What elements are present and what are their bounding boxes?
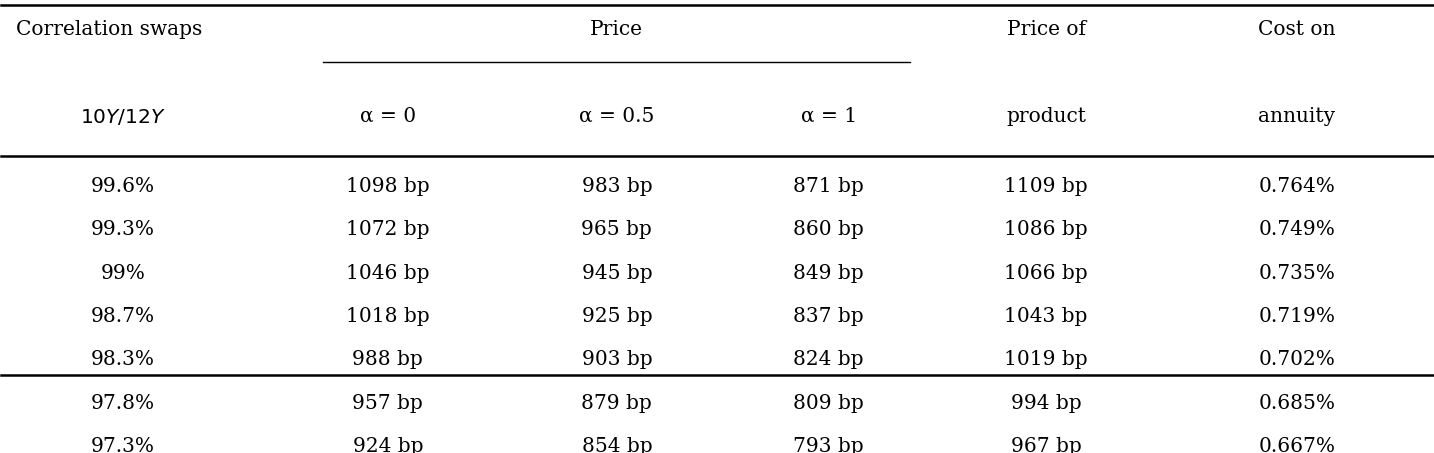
- Text: 0.667%: 0.667%: [1258, 437, 1335, 453]
- Text: Price of: Price of: [1007, 20, 1086, 39]
- Text: 99.3%: 99.3%: [90, 220, 155, 239]
- Text: 1098 bp: 1098 bp: [346, 177, 430, 196]
- Text: 0.735%: 0.735%: [1258, 264, 1335, 283]
- Text: 1066 bp: 1066 bp: [1004, 264, 1088, 283]
- Text: product: product: [1007, 107, 1086, 126]
- Text: 1018 bp: 1018 bp: [346, 307, 430, 326]
- Text: 1072 bp: 1072 bp: [346, 220, 430, 239]
- Text: 0.719%: 0.719%: [1258, 307, 1335, 326]
- Text: 925 bp: 925 bp: [582, 307, 652, 326]
- Text: 903 bp: 903 bp: [582, 350, 652, 369]
- Text: α = 1: α = 1: [800, 107, 856, 126]
- Text: 924 bp: 924 bp: [353, 437, 423, 453]
- Text: annuity: annuity: [1258, 107, 1335, 126]
- Text: α = 0: α = 0: [360, 107, 416, 126]
- Text: 983 bp: 983 bp: [582, 177, 652, 196]
- Text: 0.685%: 0.685%: [1258, 394, 1335, 413]
- Text: 871 bp: 871 bp: [793, 177, 865, 196]
- Text: 1046 bp: 1046 bp: [346, 264, 430, 283]
- Text: 0.749%: 0.749%: [1258, 220, 1335, 239]
- Text: 1086 bp: 1086 bp: [1004, 220, 1088, 239]
- Text: 0.764%: 0.764%: [1258, 177, 1335, 196]
- Text: 837 bp: 837 bp: [793, 307, 863, 326]
- Text: 98.7%: 98.7%: [90, 307, 155, 326]
- Text: 957 bp: 957 bp: [353, 394, 423, 413]
- Text: 945 bp: 945 bp: [582, 264, 652, 283]
- Text: α = 0.5: α = 0.5: [579, 107, 654, 126]
- Text: 98.3%: 98.3%: [90, 350, 155, 369]
- Text: 0.702%: 0.702%: [1258, 350, 1335, 369]
- Text: 99.6%: 99.6%: [90, 177, 155, 196]
- Text: 793 bp: 793 bp: [793, 437, 863, 453]
- Text: 860 bp: 860 bp: [793, 220, 865, 239]
- Text: $10Y/12Y$: $10Y/12Y$: [80, 107, 166, 127]
- Text: 809 bp: 809 bp: [793, 394, 865, 413]
- Text: Cost on: Cost on: [1258, 20, 1335, 39]
- Text: 1109 bp: 1109 bp: [1004, 177, 1088, 196]
- Text: 854 bp: 854 bp: [582, 437, 652, 453]
- Text: 97.3%: 97.3%: [90, 437, 155, 453]
- Text: 1043 bp: 1043 bp: [1004, 307, 1088, 326]
- Text: Price: Price: [591, 20, 644, 39]
- Text: 994 bp: 994 bp: [1011, 394, 1081, 413]
- Text: 967 bp: 967 bp: [1011, 437, 1081, 453]
- Text: 879 bp: 879 bp: [581, 394, 652, 413]
- Text: 1019 bp: 1019 bp: [1004, 350, 1088, 369]
- Text: 99%: 99%: [100, 264, 145, 283]
- Text: 849 bp: 849 bp: [793, 264, 863, 283]
- Text: 965 bp: 965 bp: [581, 220, 652, 239]
- Text: 97.8%: 97.8%: [90, 394, 155, 413]
- Text: Correlation swaps: Correlation swaps: [16, 20, 202, 39]
- Text: 824 bp: 824 bp: [793, 350, 863, 369]
- Text: 988 bp: 988 bp: [353, 350, 423, 369]
